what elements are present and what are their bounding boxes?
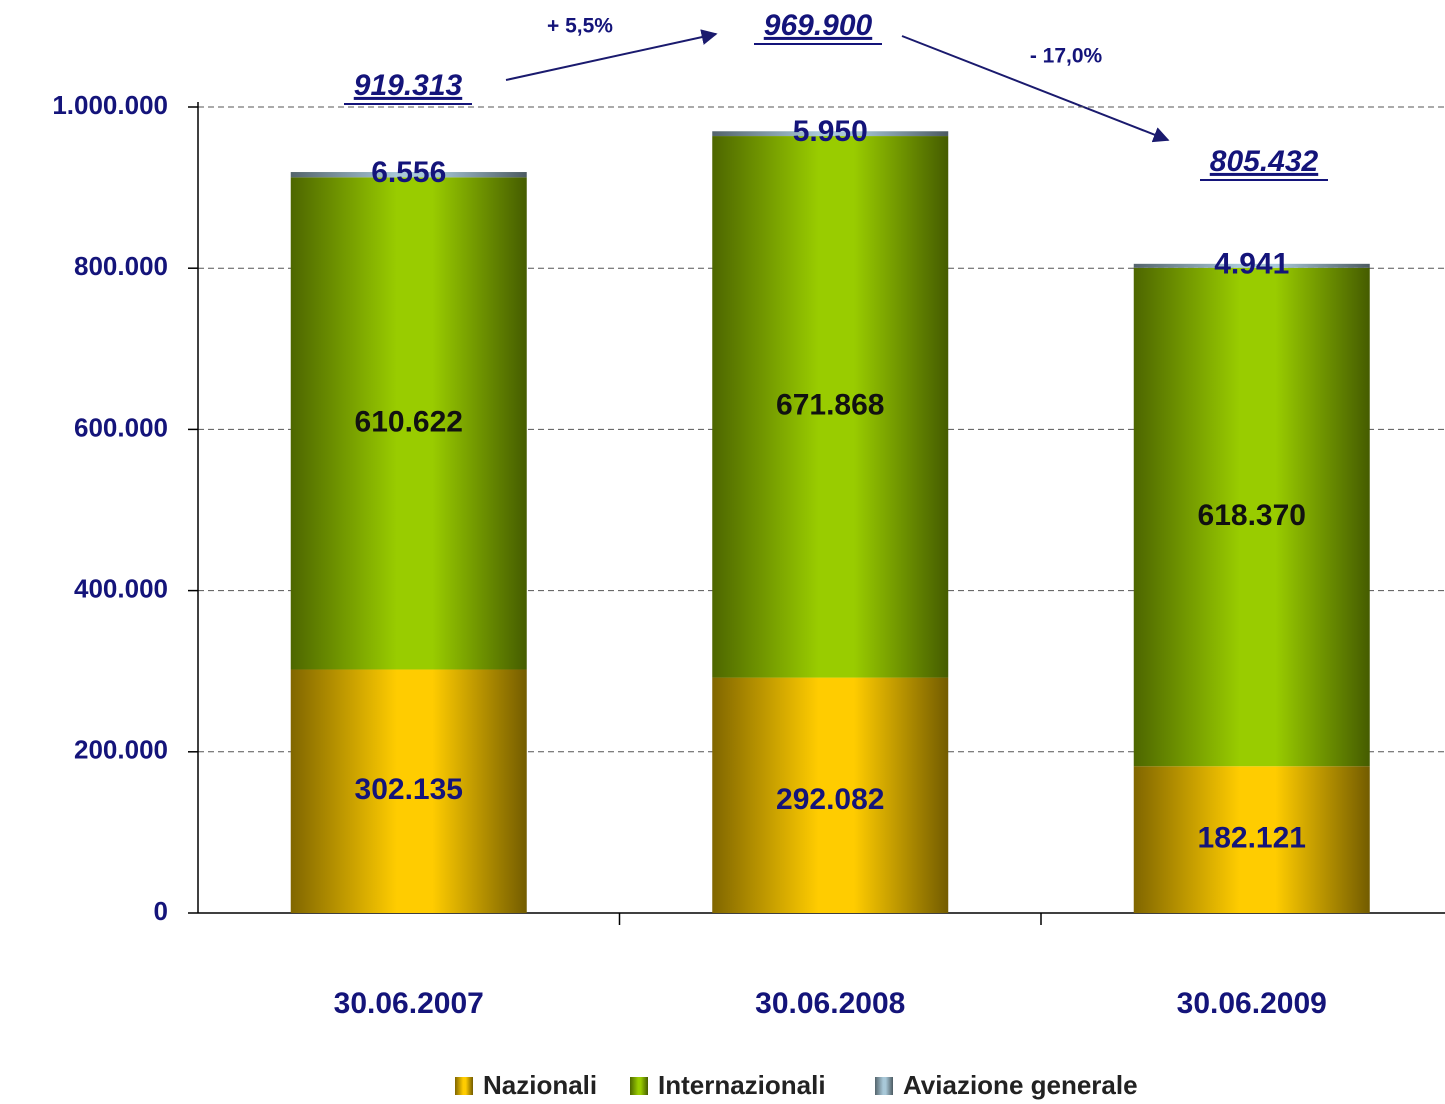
change-label: + 5,5% (547, 15, 613, 38)
bar-segment (290, 172, 527, 178)
total-label: 805.432 (1210, 145, 1319, 178)
change-label: - 17,0% (1030, 45, 1103, 68)
legend-swatch (455, 1077, 473, 1095)
data-label: 5.950 (793, 115, 868, 148)
legend-swatch (630, 1077, 648, 1095)
legend-label: Internazionali (658, 1070, 826, 1100)
y-tick-label: 800.000 (74, 251, 168, 281)
y-tick-label: 1.000.000 (52, 90, 168, 120)
data-label: 610.622 (355, 405, 463, 438)
bar-segment (290, 177, 527, 670)
bar-segment (712, 131, 949, 137)
bar-segment (1133, 766, 1370, 913)
data-label: 302.135 (355, 773, 463, 806)
y-tick-label: 600.000 (74, 412, 168, 442)
legend-swatch (875, 1077, 893, 1095)
y-tick-label: 200.000 (74, 735, 168, 765)
data-label: 182.121 (1198, 822, 1306, 855)
x-tick-label: 30.06.2008 (755, 987, 905, 1020)
bar-segment (290, 669, 527, 913)
bar-segment (712, 136, 949, 678)
data-label: 292.082 (776, 783, 884, 816)
y-tick-label: 0 (154, 896, 168, 926)
x-tick-label: 30.06.2009 (1177, 987, 1327, 1020)
arrow (901, 35, 1170, 143)
total-label: 919.313 (354, 69, 463, 102)
y-tick-label: 400.000 (74, 573, 168, 603)
total-label: 969.900 (764, 9, 873, 42)
bar-segment (1133, 263, 1370, 268)
data-label: 6.556 (371, 156, 446, 189)
x-tick-label: 30.06.2007 (334, 987, 484, 1020)
legend-label: Nazionali (483, 1070, 597, 1100)
arrow (505, 29, 718, 81)
legend-label: Aviazione generale (903, 1070, 1138, 1100)
bar-segment (712, 677, 949, 913)
data-label: 4.941 (1214, 248, 1289, 281)
bar-segment (1133, 267, 1370, 767)
data-label: 671.868 (776, 389, 884, 422)
data-label: 618.370 (1198, 499, 1306, 532)
